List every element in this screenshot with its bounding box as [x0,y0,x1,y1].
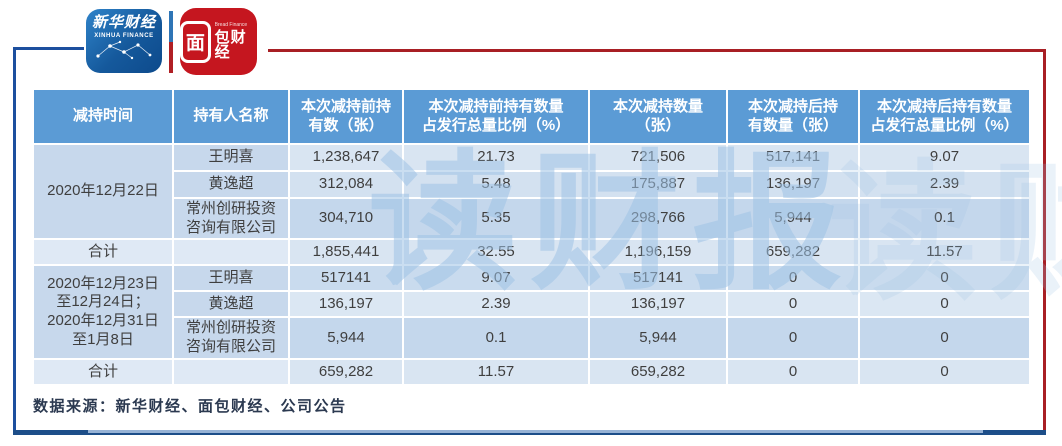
cell-pre: 5,944 [288,316,404,360]
table-total-row: 合计 659,282 11.57 659,282 0 0 [32,358,1031,386]
cell-post-pct: 0 [858,264,1031,292]
cell-pre-pct: 5.35 [402,197,590,240]
cell-pre-pct: 0.1 [402,316,590,360]
cell-pre-pct: 2.39 [402,290,590,318]
cell-pre-pct: 32.55 [402,238,590,266]
cell-pre: 136,197 [288,290,404,318]
frame-left-blue-line [13,47,16,435]
cell-pre: 659,282 [288,358,404,386]
logo-divider-red [169,42,173,73]
cell-holder: 黄逸超 [172,170,290,199]
cell-post: 5,944 [726,197,860,240]
table-row: 常州创研投资 咨询有限公司 5,944 0.1 5,944 0 0 [33,316,1031,360]
mianbao-finance-logo: 面 Bread Finance 包财经 [180,8,257,75]
frame-right-red-line [1043,49,1046,430]
cell-pre-pct: 11.57 [402,358,590,386]
table-total-row: 合计 1,855,441 32.55 1,196,159 659,282 11.… [32,238,1031,266]
cell-holder: 常州创研投资 咨询有限公司 [172,197,290,240]
cell-empty [172,238,290,266]
cell-qty: 298,766 [588,197,728,240]
cell-pre-pct: 5.48 [402,170,590,199]
xinhua-logo-subtitle: XINHUA FINANCE [94,32,154,39]
cell-qty: 1,196,159 [588,238,728,266]
cell-qty: 136,197 [588,290,728,318]
cell-post: 0 [726,290,860,318]
cell-post-pct: 0.1 [858,197,1031,240]
cell-qty: 721,506 [588,143,728,172]
table-row: 黄逸超 312,084 5.48 175,887 136,197 2.39 [33,170,1031,199]
table-row: 2020年12月22日 王明喜 1,238,647 21.73 721,506 … [32,143,1031,240]
header-reduction-qty: 本次减持数量 （张） [588,88,728,145]
cell-qty: 517141 [588,264,728,292]
cell-total-label: 合计 [32,358,174,386]
cell-pre: 517141 [288,264,404,292]
header-reduction-time: 减持时间 [32,88,174,145]
header-holder-name: 持有人名称 [172,88,290,145]
data-source-note: 数据来源：新华财经、面包财经、公司公告 [33,399,347,415]
cell-post-pct: 0 [858,358,1031,386]
cell-pre: 312,084 [288,170,404,199]
cell-time-group2: 2020年12月23日 至12月24日； 2020年12月31日 至1月8日 [32,264,174,360]
mianbao-logo-subtitle: Bread Finance [214,22,248,28]
cell-qty: 5,944 [588,316,728,360]
cell-empty [172,358,290,386]
cell-post-pct: 9.07 [858,143,1031,172]
cell-post: 659,282 [726,238,860,266]
holdings-reduction-table: 减持时间 持有人名称 本次减持前持 有数（张） 本次减持前持有数量 占发行总量比… [32,88,1031,386]
cell-post: 0 [726,264,860,292]
cell-post: 0 [726,358,860,386]
cell-total-label: 合计 [32,238,174,266]
xinhua-finance-logo: 新华财经 XINHUA FINANCE [86,9,162,73]
frame-top-right-red-line [268,49,1046,52]
cell-pre: 1,238,647 [288,143,404,172]
cell-holder: 王明喜 [172,143,290,172]
frame-bottom-light-bar [88,430,983,433]
cell-qty: 659,282 [588,358,728,386]
cell-holder: 常州创研投资 咨询有限公司 [172,316,290,360]
mianbao-logo-boxed-char: 面 [180,20,211,63]
cell-holder: 黄逸超 [172,290,290,318]
cell-holder: 王明喜 [172,264,290,292]
mianbao-logo-text: 包财经 [214,29,247,61]
cell-post-pct: 2.39 [858,170,1031,199]
cell-time-group1: 2020年12月22日 [32,143,174,240]
cell-post-pct: 0 [858,290,1031,318]
cell-post-pct: 0 [858,316,1031,360]
header-pre-holdings-pct: 本次减持前持有数量 占发行总量比例（%） [402,88,590,145]
xinhua-logo-title: 新华财经 [91,14,156,31]
cell-post-pct: 11.57 [858,238,1031,266]
constellation-network-icon [96,40,152,59]
cell-pre: 304,710 [288,197,404,240]
table-header-row: 减持时间 持有人名称 本次减持前持 有数（张） 本次减持前持有数量 占发行总量比… [32,88,1031,145]
logo-divider-blue [169,11,173,42]
table-row: 2020年12月23日 至12月24日； 2020年12月31日 至1月8日 王… [32,264,1031,360]
cell-post: 136,197 [726,170,860,199]
header-post-holdings: 本次减持后持 有数量（张） [726,88,860,145]
cell-qty: 175,887 [588,170,728,199]
cell-pre: 1,855,441 [288,238,404,266]
cell-post: 0 [726,316,860,360]
table-row: 黄逸超 136,197 2.39 136,197 0 0 [33,290,1031,318]
table-row: 常州创研投资 咨询有限公司 304,710 5.35 298,766 5,944… [33,197,1031,240]
header-post-holdings-pct: 本次减持后持有数量 占发行总量比例（%） [858,88,1031,145]
cell-pre-pct: 9.07 [402,264,590,292]
cell-post: 517,141 [726,143,860,172]
frame-top-left-blue-line [13,47,84,50]
header-pre-holdings: 本次减持前持 有数（张） [288,88,404,145]
cell-pre-pct: 21.73 [402,143,590,172]
